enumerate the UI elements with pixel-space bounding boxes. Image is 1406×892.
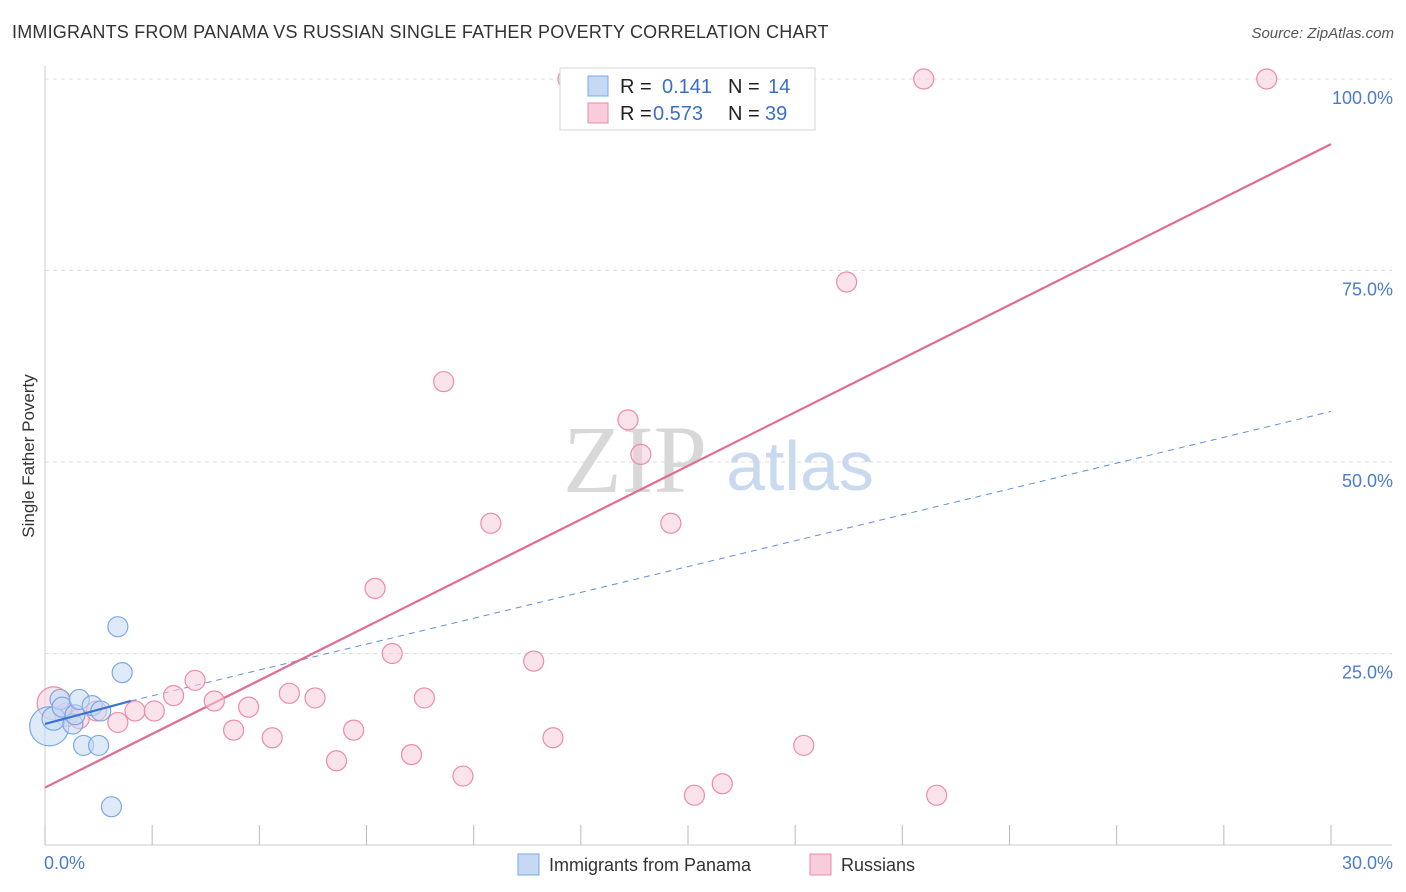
russians-point-31 (683, 784, 706, 806)
russians-point-28 (617, 409, 639, 431)
russians-point-29 (630, 443, 652, 465)
russians-point-20 (413, 687, 435, 709)
russians-point-18 (381, 642, 403, 665)
russians-point-11 (238, 696, 260, 718)
y-tick-label-100: 100.0% (1332, 88, 1393, 108)
russians-point-12 (261, 727, 283, 749)
chart-title: IMMIGRANTS FROM PANAMA VS RUSSIAN SINGLE… (12, 22, 829, 42)
russians-point-9 (203, 690, 225, 712)
x-tick-label-max: 30.0% (1342, 853, 1393, 873)
y-tick-label-50: 50.0% (1342, 471, 1393, 491)
russians-point-13 (278, 682, 300, 704)
russians-point-15 (325, 750, 348, 772)
russians-point-24 (523, 650, 545, 672)
panama-n-value: 14 (768, 76, 790, 98)
x-tick-label-min: 0.0% (44, 853, 85, 873)
russians-point-7 (163, 685, 185, 707)
russians-point-30 (660, 512, 682, 534)
russians-r-label: R = (620, 103, 652, 125)
panama-point-13 (100, 796, 123, 818)
russians-point-4 (107, 711, 129, 734)
panama-swatch (587, 75, 609, 97)
watermark-atlas: atlas (726, 427, 874, 505)
russians-trend-line (44, 143, 1332, 789)
panama-trend-line (44, 699, 132, 726)
chart-source: Source: ZipAtlas.com (1251, 25, 1394, 42)
russians-point-33 (711, 773, 733, 795)
panama-r-value: 0.141 (662, 76, 712, 98)
russians-point-17 (364, 577, 386, 599)
tick-labels: 25.0% 50.0% 75.0% 100.0% 0.0% 30.0% (44, 88, 1393, 873)
russians-r-value: 0.573 (653, 103, 703, 125)
russians-n-label: N = (728, 103, 760, 125)
russians-point-36 (836, 271, 858, 293)
stats-legend: R = 0.141 N = 14 R = 0.573 N = 39 (559, 67, 816, 131)
russians-swatch (587, 102, 609, 124)
series-legend: Immigrants from Panama Russians (517, 853, 915, 876)
panama-r-label: R = (620, 76, 652, 98)
russians-n-value: 39 (765, 103, 787, 125)
russians-point-5 (124, 700, 146, 722)
russians-point-8 (184, 669, 206, 691)
panama-point-12 (111, 662, 133, 684)
russians-point-25 (542, 727, 564, 749)
russians-point-21 (433, 370, 455, 393)
panama-point-10 (87, 734, 110, 757)
russians-point-23 (480, 512, 502, 534)
legend-panama-label: Immigrants from Panama (549, 855, 752, 875)
y-tick-label-25: 25.0% (1342, 663, 1393, 683)
russians-point-38 (926, 784, 948, 806)
russians-point-35 (793, 734, 815, 757)
grid-lines (45, 78, 1392, 654)
trend-lines (44, 143, 1332, 789)
russians-point-10 (223, 719, 245, 741)
y-tick-label-75: 75.0% (1342, 280, 1393, 300)
panama-trend-extension (130, 410, 1332, 702)
legend-panama-swatch (517, 853, 540, 876)
y-axis-title: Single Father Poverty (19, 374, 38, 538)
russians-point-37 (913, 68, 935, 90)
legend-russians-label: Russians (841, 855, 915, 875)
watermark: ZIP atlas (563, 406, 874, 513)
russians-point-39 (1256, 68, 1278, 90)
russians-point-19 (400, 744, 423, 766)
panama-n-label: N = (728, 76, 760, 98)
russians-point-22 (452, 765, 474, 787)
y-axis-title-group: Single Father Poverty (19, 374, 38, 538)
axes (44, 66, 1392, 846)
panama-point-11 (107, 616, 129, 638)
russians-point-14 (304, 687, 326, 709)
russians-point-16 (343, 719, 365, 741)
legend-russians-swatch (809, 853, 832, 876)
russians-point-6 (143, 700, 165, 722)
